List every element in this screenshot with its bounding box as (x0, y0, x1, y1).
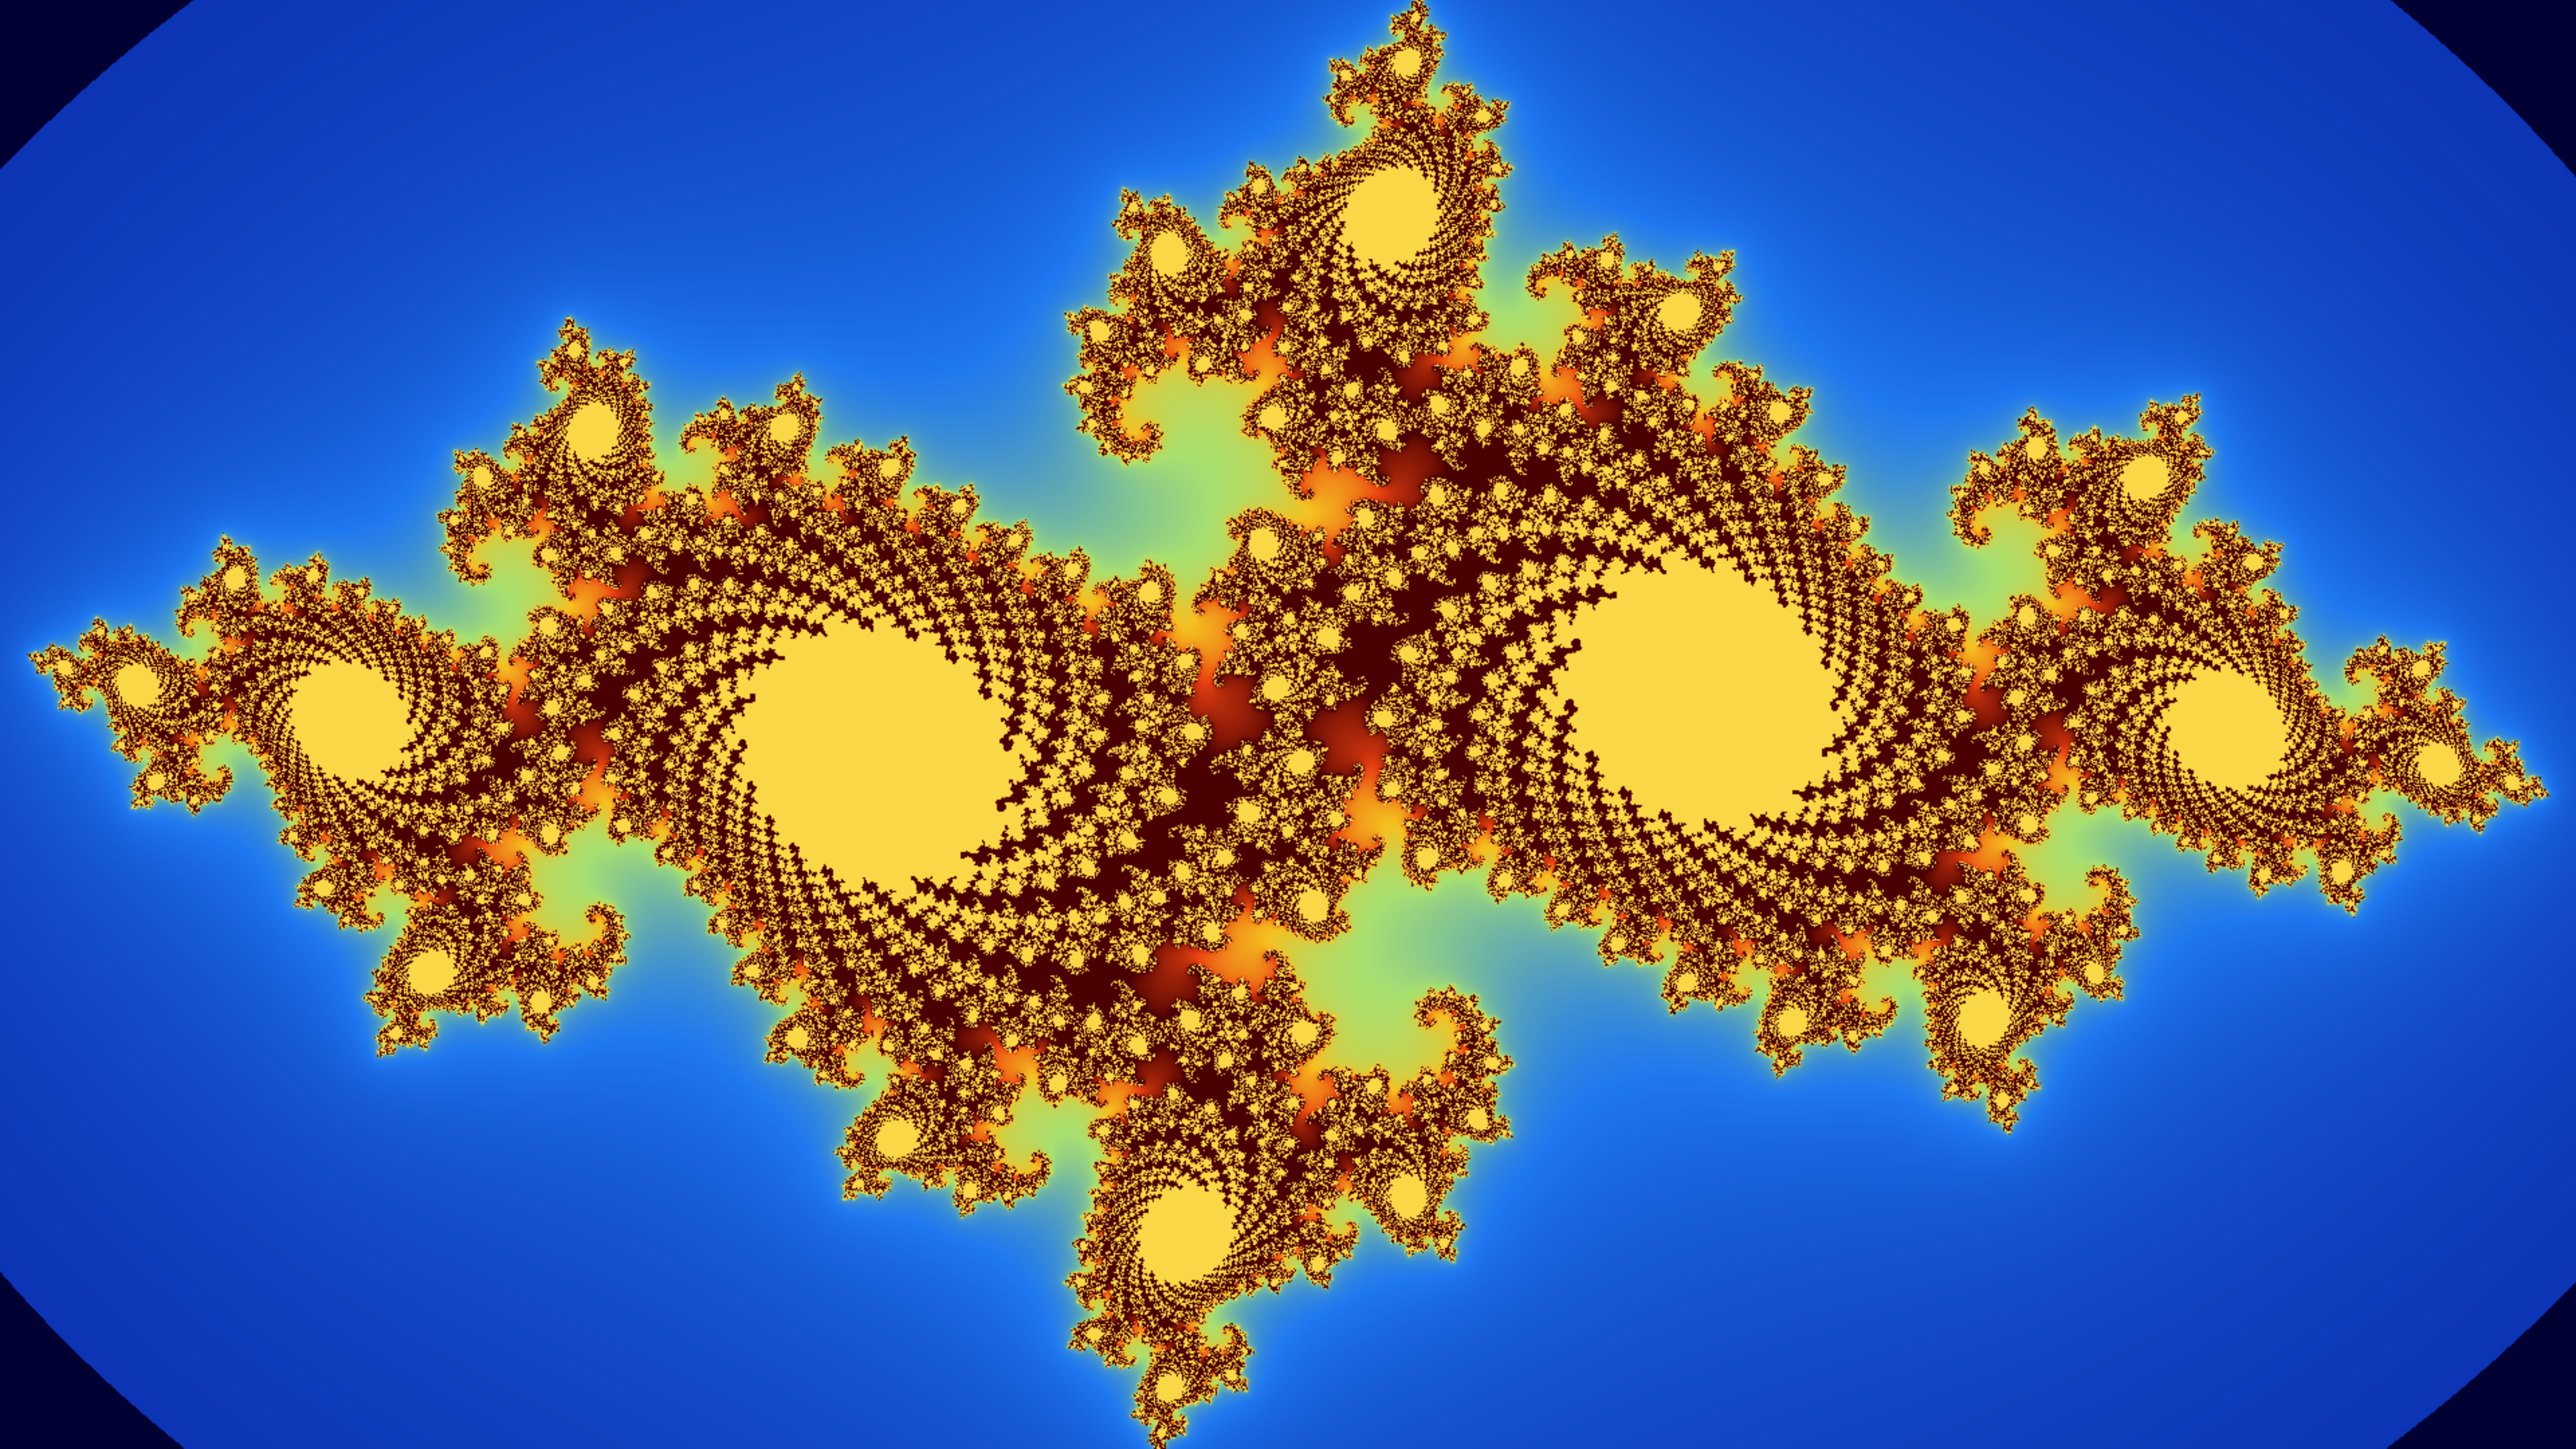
fractal-scene (0, 0, 2576, 1449)
julia-set-fractal (0, 0, 2576, 1449)
